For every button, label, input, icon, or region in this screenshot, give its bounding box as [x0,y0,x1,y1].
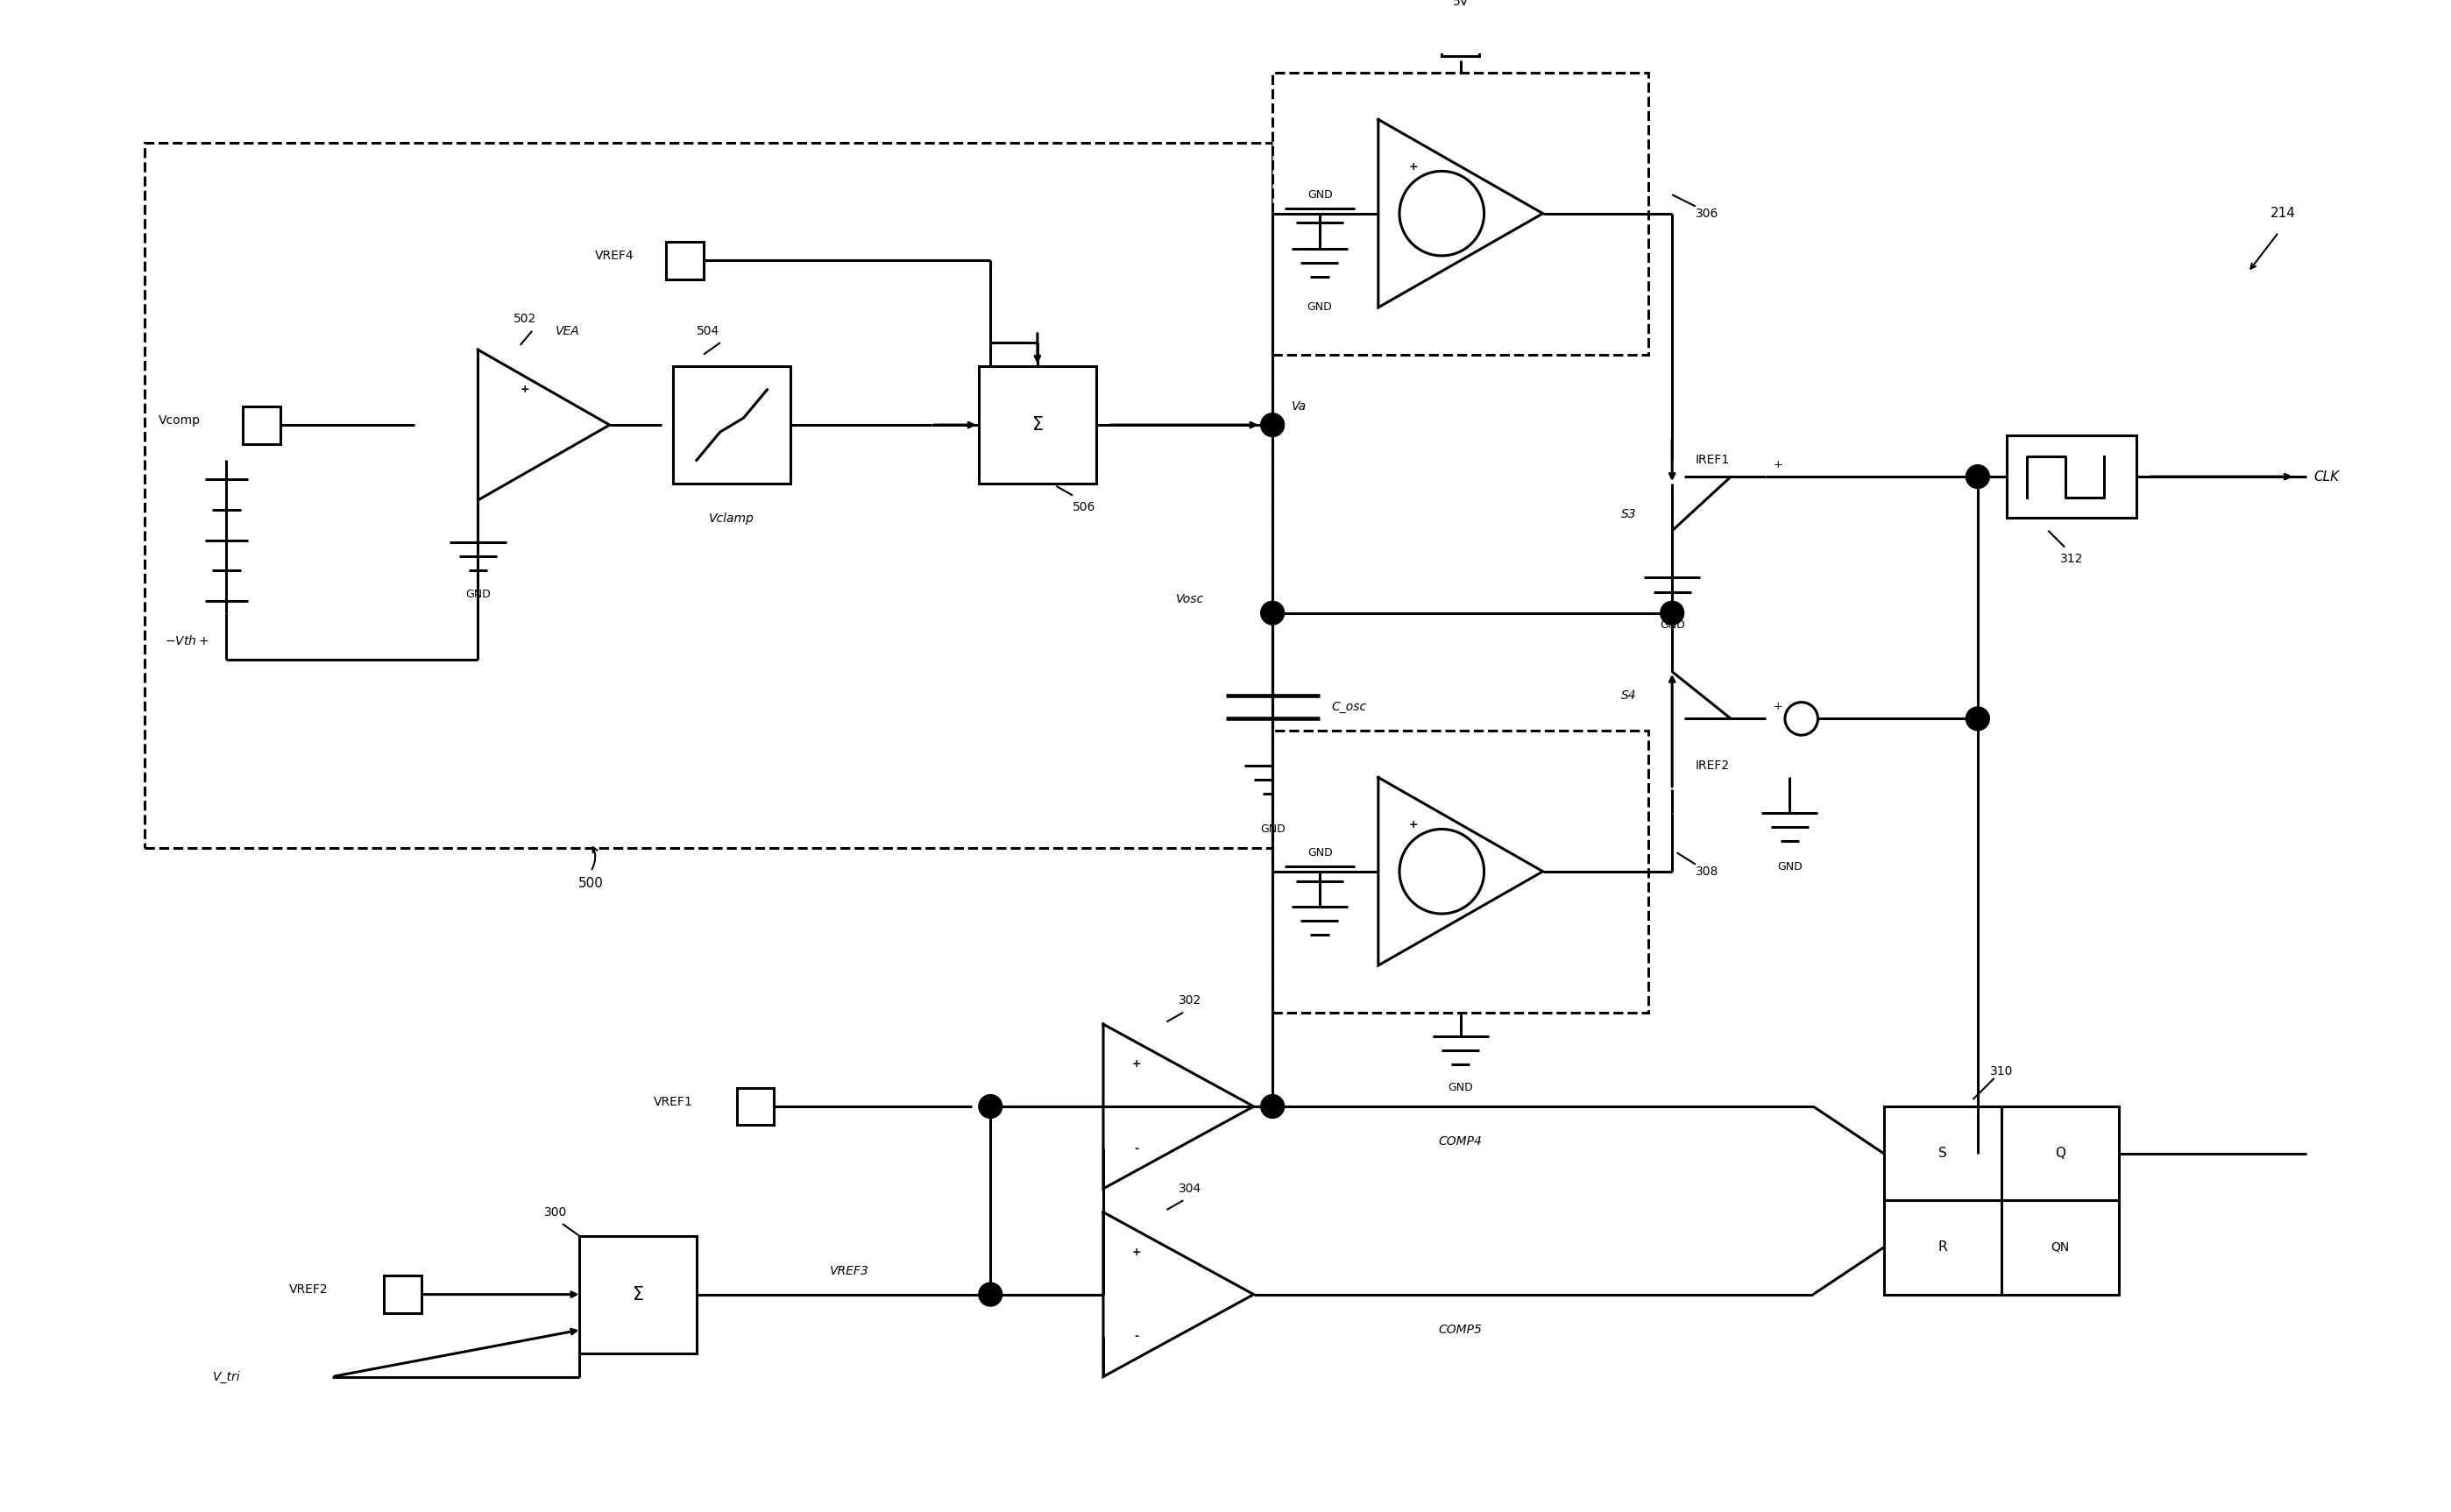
Text: IREF1: IREF1 [1696,454,1730,466]
Text: IREF2: IREF2 [1696,759,1730,771]
Circle shape [1966,708,1990,730]
Text: 306: 306 [1696,207,1718,219]
Text: +: + [1132,1246,1140,1258]
Text: 500: 500 [578,877,603,889]
Circle shape [1260,1095,1284,1119]
Circle shape [1966,464,1990,488]
Text: S3: S3 [1623,508,1637,520]
Text: GND: GND [1659,618,1684,631]
Text: +: + [1409,160,1419,172]
Text: CLK: CLK [2314,470,2338,484]
Text: GND: GND [1449,1083,1473,1093]
Text: GND: GND [1306,302,1333,313]
Bar [978,366,1096,484]
Text: GND: GND [1309,847,1333,859]
Text: COMP4: COMP4 [1439,1136,1483,1148]
Bar [385,1276,422,1314]
Text: 502: 502 [515,313,537,325]
Text: 310: 310 [1990,1064,2012,1078]
Text: 300: 300 [544,1207,566,1219]
Text: 302: 302 [1179,995,1201,1007]
Bar [738,1087,775,1125]
Text: 304: 304 [1179,1182,1201,1194]
Bar [145,144,1272,848]
Text: VREF2: VREF2 [289,1284,328,1296]
Text: -: - [1135,1331,1137,1343]
Text: +: + [1409,818,1419,830]
Bar [243,407,279,443]
Text: VREF1: VREF1 [654,1096,694,1108]
Bar [578,1235,696,1353]
Circle shape [1260,602,1284,624]
Circle shape [1400,829,1483,913]
Circle shape [1659,602,1684,624]
Bar [1441,18,1480,56]
Text: GND: GND [466,588,490,600]
Circle shape [978,1282,1002,1306]
Bar [667,242,703,280]
Text: COMP5: COMP5 [1439,1323,1483,1335]
Text: +: + [1772,702,1782,712]
Text: 214: 214 [2270,207,2297,221]
Text: 504: 504 [696,325,721,337]
Bar [2007,435,2137,517]
Text: 308: 308 [1696,865,1718,877]
Text: V_tri: V_tri [213,1370,240,1383]
Text: VREF4: VREF4 [596,249,635,262]
Circle shape [1400,171,1483,256]
Text: C_osc: C_osc [1331,700,1368,714]
Text: GND: GND [1309,189,1333,201]
Text: +: + [520,384,529,396]
Text: +: + [1132,1058,1140,1070]
Bar [1885,1107,2118,1294]
Text: 312: 312 [2061,553,2083,565]
Text: Vclamp: Vclamp [708,513,755,525]
Bar [674,366,792,484]
Text: Vosc: Vosc [1176,593,1203,605]
Text: S4: S4 [1623,689,1637,702]
Text: GND: GND [1260,824,1284,835]
Bar [1272,730,1650,1013]
Text: 506: 506 [1074,500,1096,514]
Text: QN: QN [2051,1241,2069,1253]
Text: $-Vth+$: $-Vth+$ [164,635,208,647]
Text: 5V: 5V [1453,0,1468,8]
Text: VEA: VEA [554,325,578,337]
Bar [1272,73,1650,354]
Text: +: + [1772,460,1782,470]
Text: Va: Va [1292,401,1306,413]
Text: S: S [1939,1148,1946,1160]
Circle shape [1260,413,1284,437]
Text: $\Sigma$: $\Sigma$ [632,1285,645,1303]
Circle shape [1784,702,1819,735]
Text: VREF3: VREF3 [831,1266,870,1278]
Text: Vcomp: Vcomp [159,414,201,426]
Circle shape [978,1095,1002,1119]
Text: GND: GND [1777,860,1801,872]
Text: R: R [1939,1241,1946,1253]
Text: -: - [1135,1143,1137,1155]
Text: Q: Q [2054,1148,2066,1160]
Text: $\Sigma$: $\Sigma$ [1032,416,1044,434]
